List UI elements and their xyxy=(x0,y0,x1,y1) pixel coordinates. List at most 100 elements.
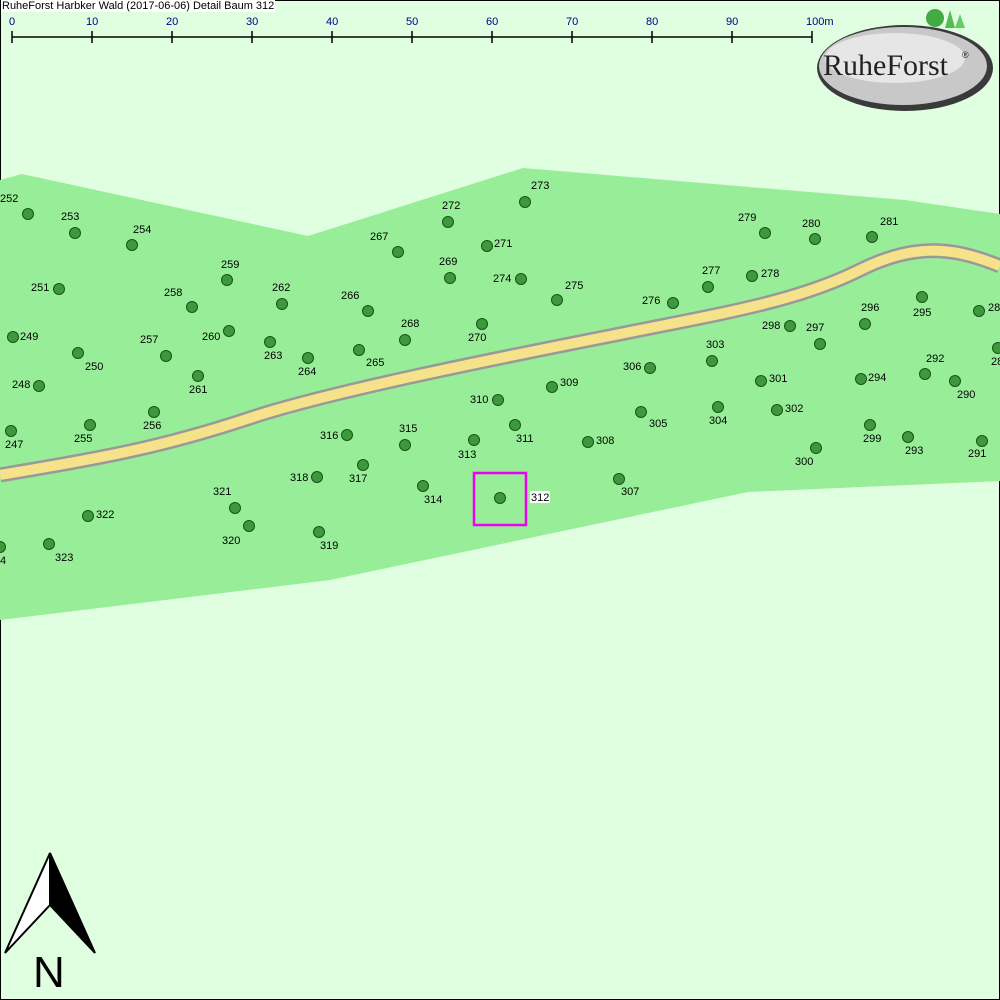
tree-296[interactable]: 296 xyxy=(859,302,880,330)
tree-marker[interactable] xyxy=(635,406,647,418)
tree-269[interactable]: 269 xyxy=(439,256,457,284)
tree-marker[interactable] xyxy=(702,281,714,293)
tree-marker[interactable] xyxy=(859,318,871,330)
tree-marker[interactable] xyxy=(864,419,876,431)
tree-marker[interactable] xyxy=(264,336,276,348)
tree-273[interactable]: 273 xyxy=(519,180,550,208)
tree-marker[interactable] xyxy=(551,294,563,306)
tree-298[interactable]: 298 xyxy=(762,320,796,332)
tree-305[interactable]: 305 xyxy=(635,406,668,431)
tree-256[interactable]: 256 xyxy=(143,406,161,433)
tree-257[interactable]: 257 xyxy=(140,334,172,362)
tree-316[interactable]: 316 xyxy=(320,429,353,443)
tree-marker[interactable] xyxy=(916,291,928,303)
tree-254[interactable]: 254 xyxy=(126,224,152,251)
tree-marker[interactable] xyxy=(468,434,480,446)
tree-marker[interactable] xyxy=(126,239,138,251)
tree-314[interactable]: 314 xyxy=(417,480,443,507)
tree-marker[interactable] xyxy=(644,362,656,374)
tree-marker[interactable] xyxy=(902,431,914,443)
tree-250[interactable]: 250 xyxy=(72,347,104,374)
tree-312[interactable]: 312 xyxy=(494,491,551,504)
tree-marker[interactable] xyxy=(43,538,55,550)
tree-318[interactable]: 318 xyxy=(290,471,323,485)
tree-marker[interactable] xyxy=(866,231,878,243)
tree-marker[interactable] xyxy=(492,394,504,406)
tree-255[interactable]: 255 xyxy=(74,419,96,446)
tree-marker[interactable] xyxy=(311,471,323,483)
tree-272[interactable]: 272 xyxy=(442,200,460,228)
tree-marker[interactable] xyxy=(221,274,233,286)
tree-309[interactable]: 309 xyxy=(546,377,579,393)
tree-marker[interactable] xyxy=(357,459,369,471)
tree-247[interactable]: 247 xyxy=(5,425,23,452)
tree-306[interactable]: 306 xyxy=(623,361,656,374)
tree-marker[interactable] xyxy=(229,502,241,514)
tree-marker[interactable] xyxy=(809,233,821,245)
tree-marker[interactable] xyxy=(712,401,724,413)
tree-marker[interactable] xyxy=(84,419,96,431)
tree-4[interactable]: 4 xyxy=(0,541,6,568)
tree-marker[interactable] xyxy=(69,227,81,239)
tree-321[interactable]: 321 xyxy=(213,486,241,514)
tree-275[interactable]: 275 xyxy=(551,280,584,306)
tree-274[interactable]: 274 xyxy=(493,273,527,285)
tree-marker[interactable] xyxy=(771,404,783,416)
tree-marker[interactable] xyxy=(302,352,314,364)
tree-marker[interactable] xyxy=(481,240,493,252)
tree-270[interactable]: 270 xyxy=(468,318,488,345)
tree-303[interactable]: 303 xyxy=(706,339,724,367)
tree-marker[interactable] xyxy=(759,227,771,239)
tree-262[interactable]: 262 xyxy=(272,282,290,310)
tree-320[interactable]: 320 xyxy=(222,520,255,548)
tree-marker[interactable] xyxy=(992,342,1000,354)
tree-marker[interactable] xyxy=(582,436,594,448)
tree-302[interactable]: 302 xyxy=(771,403,804,416)
tree-300[interactable]: 300 xyxy=(795,442,822,469)
tree-313[interactable]: 313 xyxy=(458,434,480,462)
tree-292[interactable]: 292 xyxy=(919,353,945,380)
tree-marker[interactable] xyxy=(313,526,325,538)
tree-253[interactable]: 253 xyxy=(61,211,81,239)
tree-290[interactable]: 290 xyxy=(949,375,976,402)
tree-291[interactable]: 291 xyxy=(968,435,988,461)
tree-310[interactable]: 310 xyxy=(470,394,504,406)
tree-marker[interactable] xyxy=(810,442,822,454)
tree-marker[interactable] xyxy=(186,301,198,313)
tree-marker[interactable] xyxy=(22,208,34,220)
tree-249[interactable]: 249 xyxy=(7,331,39,343)
tree-marker[interactable] xyxy=(399,334,411,346)
tree-marker[interactable] xyxy=(746,270,758,282)
tree-marker[interactable] xyxy=(223,325,235,337)
tree-marker[interactable] xyxy=(613,473,625,485)
tree-276[interactable]: 276 xyxy=(642,295,679,309)
tree-280[interactable]: 280 xyxy=(802,218,821,245)
tree-251[interactable]: 251 xyxy=(31,282,65,295)
tree-marker[interactable] xyxy=(973,305,985,317)
tree-315[interactable]: 315 xyxy=(399,423,417,451)
tree-marker[interactable] xyxy=(706,355,718,367)
tree-261[interactable]: 261 xyxy=(189,370,207,397)
tree-marker[interactable] xyxy=(519,196,531,208)
tree-279[interactable]: 279 xyxy=(738,212,771,239)
tree-marker[interactable] xyxy=(341,429,353,441)
tree-marker[interactable] xyxy=(243,520,255,532)
tree-281[interactable]: 281 xyxy=(866,216,899,243)
tree-marker[interactable] xyxy=(755,375,767,387)
tree-marker[interactable] xyxy=(546,381,558,393)
tree-308[interactable]: 308 xyxy=(582,435,615,448)
tree-marker[interactable] xyxy=(442,216,454,228)
tree-marker[interactable] xyxy=(976,435,988,447)
tree-marker[interactable] xyxy=(72,347,84,359)
tree-266[interactable]: 266 xyxy=(341,290,374,317)
tree-268[interactable]: 268 xyxy=(399,318,420,346)
tree-marker[interactable] xyxy=(276,298,288,310)
tree-marker[interactable] xyxy=(784,320,796,332)
tree-311[interactable]: 311 xyxy=(509,419,534,446)
tree-marker[interactable] xyxy=(148,406,160,418)
tree-299[interactable]: 299 xyxy=(863,419,881,446)
tree-322[interactable]: 322 xyxy=(82,509,115,522)
tree-294[interactable]: 294 xyxy=(855,372,887,385)
tree-marker[interactable] xyxy=(5,425,17,437)
tree-marker[interactable] xyxy=(476,318,488,330)
